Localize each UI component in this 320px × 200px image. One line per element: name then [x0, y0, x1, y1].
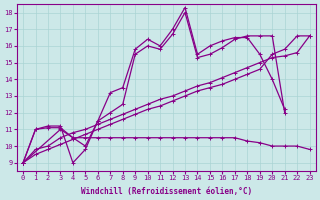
- X-axis label: Windchill (Refroidissement éolien,°C): Windchill (Refroidissement éolien,°C): [81, 187, 252, 196]
